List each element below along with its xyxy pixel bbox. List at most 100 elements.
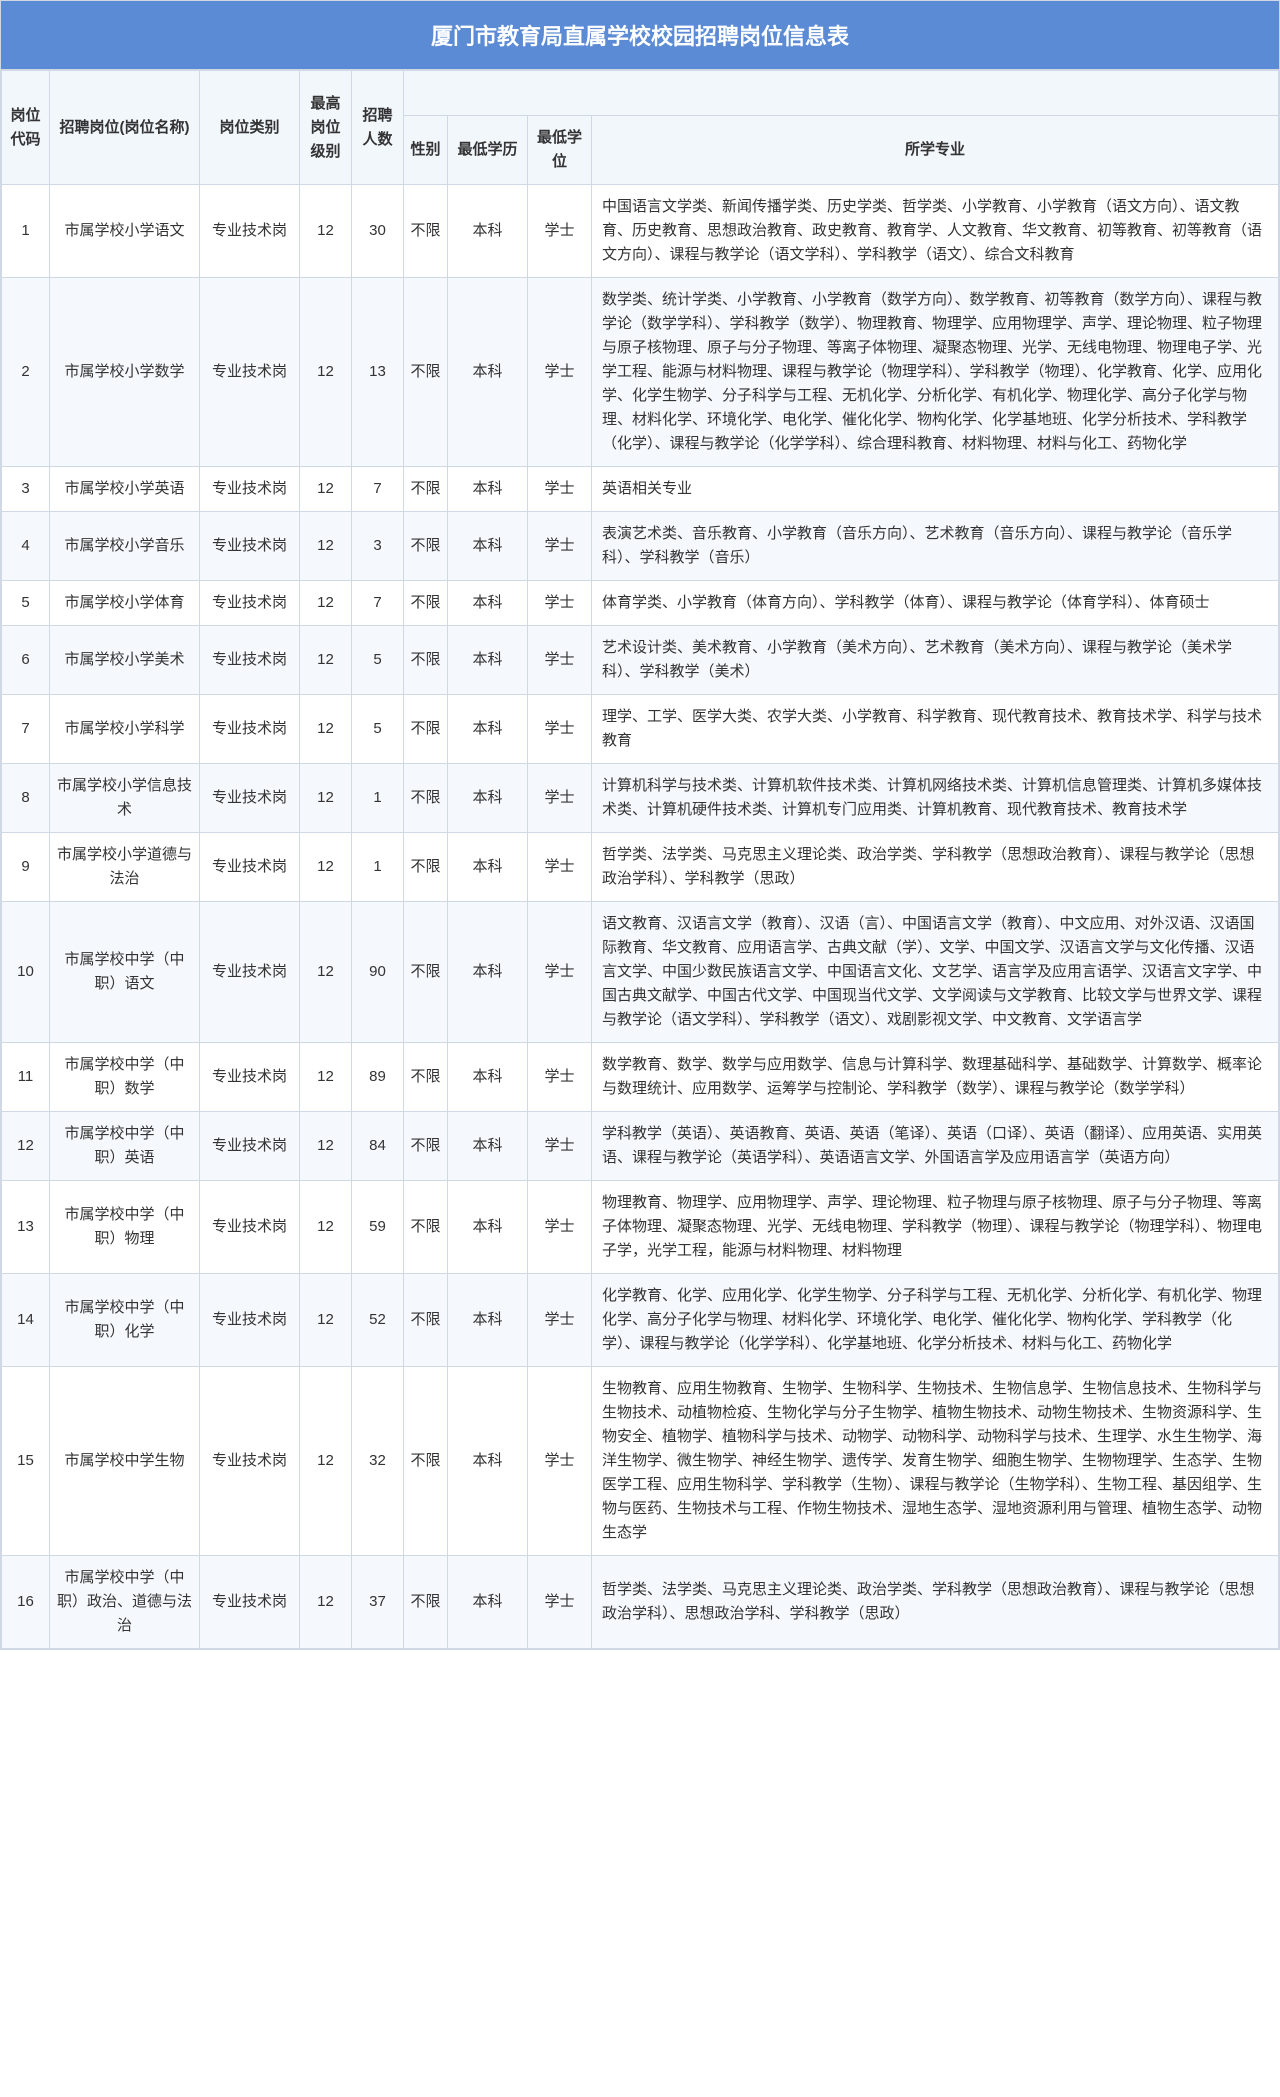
cell-count: 7 <box>352 467 404 512</box>
cell-degree: 学士 <box>528 1043 592 1112</box>
cell-name: 市属学校中学（中职）政治、道德与法治 <box>50 1556 200 1649</box>
cell-count: 37 <box>352 1556 404 1649</box>
cell-type: 专业技术岗 <box>200 1043 300 1112</box>
cell-code: 10 <box>2 902 50 1043</box>
cell-level: 12 <box>300 1181 352 1274</box>
cell-degree: 学士 <box>528 1367 592 1556</box>
th-edu: 最低学历 <box>448 116 528 185</box>
cell-level: 12 <box>300 1112 352 1181</box>
cell-count: 13 <box>352 278 404 467</box>
cell-name: 市属学校中学生物 <box>50 1367 200 1556</box>
cell-name: 市属学校小学语文 <box>50 185 200 278</box>
cell-edu: 本科 <box>448 1112 528 1181</box>
table-row: 3市属学校小学英语专业技术岗127不限本科学士英语相关专业 <box>2 467 1279 512</box>
cell-level: 12 <box>300 902 352 1043</box>
cell-major: 艺术设计类、美术教育、小学教育（美术方向）、艺术教育（美术方向）、课程与教学论（… <box>592 626 1279 695</box>
cell-major: 化学教育、化学、应用化学、化学生物学、分子科学与工程、无机化学、分析化学、有机化… <box>592 1274 1279 1367</box>
table-row: 5市属学校小学体育专业技术岗127不限本科学士体育学类、小学教育（体育方向）、学… <box>2 581 1279 626</box>
table-row: 4市属学校小学音乐专业技术岗123不限本科学士表演艺术类、音乐教育、小学教育（音… <box>2 512 1279 581</box>
cell-code: 2 <box>2 278 50 467</box>
cell-type: 专业技术岗 <box>200 1112 300 1181</box>
cell-gender: 不限 <box>404 626 448 695</box>
cell-type: 专业技术岗 <box>200 185 300 278</box>
cell-type: 专业技术岗 <box>200 764 300 833</box>
cell-degree: 学士 <box>528 902 592 1043</box>
cell-major: 数学教育、数学、数学与应用数学、信息与计算科学、数理基础科学、基础数学、计算数学… <box>592 1043 1279 1112</box>
cell-degree: 学士 <box>528 695 592 764</box>
table-container: 厦门市教育局直属学校校园招聘岗位信息表 岗位代码 招聘岗位(岗位名称) 岗位类别… <box>0 0 1280 1650</box>
cell-code: 1 <box>2 185 50 278</box>
cell-name: 市属学校小学体育 <box>50 581 200 626</box>
cell-gender: 不限 <box>404 1181 448 1274</box>
table-row: 9市属学校小学道德与法治专业技术岗121不限本科学士哲学类、法学类、马克思主义理… <box>2 833 1279 902</box>
cell-code: 13 <box>2 1181 50 1274</box>
cell-edu: 本科 <box>448 626 528 695</box>
cell-major: 哲学类、法学类、马克思主义理论类、政治学类、学科教学（思想政治教育）、课程与教学… <box>592 833 1279 902</box>
cell-type: 专业技术岗 <box>200 1181 300 1274</box>
cell-level: 12 <box>300 1367 352 1556</box>
cell-level: 12 <box>300 467 352 512</box>
cell-edu: 本科 <box>448 581 528 626</box>
page-title: 厦门市教育局直属学校校园招聘岗位信息表 <box>1 1 1279 70</box>
cell-major: 语文教育、汉语言文学（教育）、汉语（言）、中国语言文学（教育）、中文应用、对外汉… <box>592 902 1279 1043</box>
cell-degree: 学士 <box>528 278 592 467</box>
cell-code: 15 <box>2 1367 50 1556</box>
cell-edu: 本科 <box>448 1367 528 1556</box>
cell-level: 12 <box>300 1556 352 1649</box>
cell-degree: 学士 <box>528 467 592 512</box>
cell-gender: 不限 <box>404 695 448 764</box>
th-code: 岗位代码 <box>2 71 50 185</box>
th-name: 招聘岗位(岗位名称) <box>50 71 200 185</box>
cell-degree: 学士 <box>528 1556 592 1649</box>
table-row: 12市属学校中学（中职）英语专业技术岗1284不限本科学士学科教学（英语）、英语… <box>2 1112 1279 1181</box>
cell-edu: 本科 <box>448 185 528 278</box>
table-row: 10市属学校中学（中职）语文专业技术岗1290不限本科学士语文教育、汉语言文学（… <box>2 902 1279 1043</box>
cell-code: 5 <box>2 581 50 626</box>
table-row: 11市属学校中学（中职）数学专业技术岗1289不限本科学士数学教育、数学、数学与… <box>2 1043 1279 1112</box>
cell-code: 14 <box>2 1274 50 1367</box>
cell-type: 专业技术岗 <box>200 695 300 764</box>
cell-type: 专业技术岗 <box>200 467 300 512</box>
cell-degree: 学士 <box>528 1112 592 1181</box>
cell-count: 5 <box>352 695 404 764</box>
cell-gender: 不限 <box>404 467 448 512</box>
cell-name: 市属学校中学（中职）化学 <box>50 1274 200 1367</box>
cell-code: 4 <box>2 512 50 581</box>
cell-type: 专业技术岗 <box>200 512 300 581</box>
cell-gender: 不限 <box>404 512 448 581</box>
cell-type: 专业技术岗 <box>200 1367 300 1556</box>
cell-count: 1 <box>352 833 404 902</box>
cell-type: 专业技术岗 <box>200 581 300 626</box>
table-row: 2市属学校小学数学专业技术岗1213不限本科学士数学类、统计学类、小学教育、小学… <box>2 278 1279 467</box>
cell-count: 1 <box>352 764 404 833</box>
cell-major: 哲学类、法学类、马克思主义理论类、政治学类、学科教学（思想政治教育）、课程与教学… <box>592 1556 1279 1649</box>
table-row: 6市属学校小学美术专业技术岗125不限本科学士艺术设计类、美术教育、小学教育（美… <box>2 626 1279 695</box>
cell-level: 12 <box>300 1274 352 1367</box>
cell-major: 表演艺术类、音乐教育、小学教育（音乐方向）、艺术教育（音乐方向）、课程与教学论（… <box>592 512 1279 581</box>
cell-level: 12 <box>300 833 352 902</box>
cell-type: 专业技术岗 <box>200 902 300 1043</box>
cell-level: 12 <box>300 278 352 467</box>
th-level: 最高岗位级别 <box>300 71 352 185</box>
cell-type: 专业技术岗 <box>200 833 300 902</box>
cell-degree: 学士 <box>528 833 592 902</box>
cell-count: 30 <box>352 185 404 278</box>
cell-major: 理学、工学、医学大类、农学大类、小学教育、科学教育、现代教育技术、教育技术学、科… <box>592 695 1279 764</box>
cell-gender: 不限 <box>404 1556 448 1649</box>
cell-name: 市属学校小学科学 <box>50 695 200 764</box>
cell-edu: 本科 <box>448 1043 528 1112</box>
table-row: 14市属学校中学（中职）化学专业技术岗1252不限本科学士化学教育、化学、应用化… <box>2 1274 1279 1367</box>
cell-type: 专业技术岗 <box>200 1274 300 1367</box>
cell-level: 12 <box>300 626 352 695</box>
cell-degree: 学士 <box>528 764 592 833</box>
cell-edu: 本科 <box>448 764 528 833</box>
th-major: 所学专业 <box>592 116 1279 185</box>
cell-level: 12 <box>300 185 352 278</box>
cell-degree: 学士 <box>528 512 592 581</box>
cell-type: 专业技术岗 <box>200 626 300 695</box>
th-type: 岗位类别 <box>200 71 300 185</box>
cell-edu: 本科 <box>448 833 528 902</box>
cell-gender: 不限 <box>404 1274 448 1367</box>
cell-gender: 不限 <box>404 764 448 833</box>
cell-count: 89 <box>352 1043 404 1112</box>
